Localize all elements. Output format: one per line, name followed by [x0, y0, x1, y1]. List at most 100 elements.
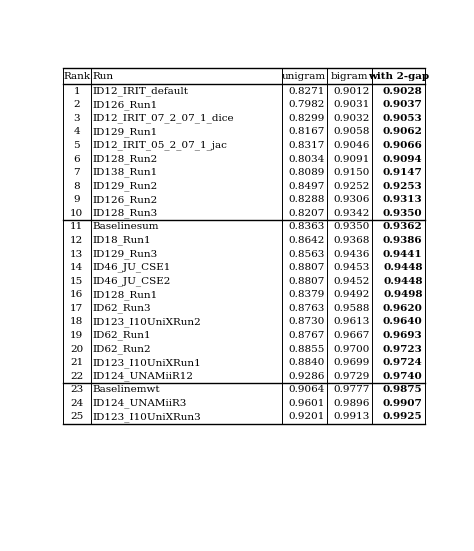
Text: 0.9436: 0.9436 — [333, 250, 370, 258]
Text: 23: 23 — [70, 385, 83, 395]
Text: 14: 14 — [70, 263, 83, 272]
Text: 0.8299: 0.8299 — [288, 114, 325, 123]
Text: Run: Run — [93, 72, 114, 81]
Text: 0.9492: 0.9492 — [333, 290, 370, 299]
Text: Baselinemwt: Baselinemwt — [93, 385, 160, 395]
Text: ID46_JU_CSE2: ID46_JU_CSE2 — [93, 277, 171, 286]
Text: 0.9875: 0.9875 — [383, 385, 422, 395]
Text: ID129_Run2: ID129_Run2 — [93, 181, 158, 191]
Text: 0.9498: 0.9498 — [383, 290, 422, 299]
Text: 0.9699: 0.9699 — [333, 358, 370, 367]
Text: 0.9693: 0.9693 — [383, 331, 422, 340]
Text: 17: 17 — [70, 304, 83, 313]
Text: 16: 16 — [70, 290, 83, 299]
Text: 0.8855: 0.8855 — [288, 344, 325, 354]
Text: 21: 21 — [70, 358, 83, 367]
Text: 0.8317: 0.8317 — [288, 141, 325, 150]
Text: 0.8363: 0.8363 — [288, 223, 325, 231]
Text: 0.9342: 0.9342 — [333, 209, 370, 218]
Text: 0.9150: 0.9150 — [333, 168, 370, 177]
Text: ID18_Run1: ID18_Run1 — [93, 236, 151, 245]
Text: 22: 22 — [70, 372, 83, 381]
Text: 0.9448: 0.9448 — [383, 277, 422, 286]
Text: 0.9012: 0.9012 — [333, 87, 370, 96]
Text: 8: 8 — [73, 182, 80, 191]
Text: 0.9306: 0.9306 — [333, 195, 370, 204]
Text: ID62_Run2: ID62_Run2 — [93, 344, 151, 354]
Text: 0.9201: 0.9201 — [288, 413, 325, 422]
Text: 0.8642: 0.8642 — [288, 236, 325, 245]
Text: 0.8288: 0.8288 — [288, 195, 325, 204]
Text: 0.9064: 0.9064 — [288, 385, 325, 395]
Text: 0.9613: 0.9613 — [333, 317, 370, 326]
Text: 0.8034: 0.8034 — [288, 154, 325, 164]
Text: 24: 24 — [70, 399, 83, 408]
Text: 0.8840: 0.8840 — [288, 358, 325, 367]
Text: 0.9037: 0.9037 — [383, 100, 422, 109]
Text: 0.9453: 0.9453 — [333, 263, 370, 272]
Text: 0.9252: 0.9252 — [333, 182, 370, 191]
Text: 0.8497: 0.8497 — [288, 182, 325, 191]
Text: 15: 15 — [70, 277, 83, 286]
Text: 0.9700: 0.9700 — [333, 344, 370, 354]
Text: 0.9667: 0.9667 — [333, 331, 370, 340]
Text: ID128_Run2: ID128_Run2 — [93, 154, 158, 164]
Text: 0.9777: 0.9777 — [333, 385, 370, 395]
Text: 0.9350: 0.9350 — [383, 209, 422, 218]
Text: 0.9062: 0.9062 — [383, 127, 422, 137]
Text: 0.9094: 0.9094 — [383, 154, 422, 164]
Text: ID123_I10UniXRun2: ID123_I10UniXRun2 — [93, 317, 201, 327]
Text: ID124_UNAMiiR3: ID124_UNAMiiR3 — [93, 398, 187, 408]
Text: 0.9620: 0.9620 — [383, 304, 422, 313]
Text: 0.9253: 0.9253 — [383, 182, 422, 191]
Text: 0.8763: 0.8763 — [288, 304, 325, 313]
Text: 0.9046: 0.9046 — [333, 141, 370, 150]
Text: 0.9091: 0.9091 — [333, 154, 370, 164]
Text: 0.8207: 0.8207 — [288, 209, 325, 218]
Text: 5: 5 — [73, 141, 80, 150]
Text: 0.8271: 0.8271 — [288, 87, 325, 96]
Text: 0.9313: 0.9313 — [383, 195, 422, 204]
Text: 10: 10 — [70, 209, 83, 218]
Text: 0.9441: 0.9441 — [383, 250, 422, 258]
Text: ID46_JU_CSE1: ID46_JU_CSE1 — [93, 263, 171, 273]
Text: 0.9350: 0.9350 — [333, 223, 370, 231]
Text: 11: 11 — [70, 223, 83, 231]
Text: 0.9729: 0.9729 — [333, 372, 370, 381]
Text: 0.9896: 0.9896 — [333, 399, 370, 408]
Text: ID129_Run1: ID129_Run1 — [93, 127, 158, 137]
Text: 0.8807: 0.8807 — [288, 277, 325, 286]
Text: 0.8379: 0.8379 — [288, 290, 325, 299]
Text: 0.9032: 0.9032 — [333, 114, 370, 123]
Text: ID12_IRIT_05_2_07_1_jac: ID12_IRIT_05_2_07_1_jac — [93, 141, 228, 150]
Text: ID129_Run3: ID129_Run3 — [93, 249, 158, 259]
Text: 0.9053: 0.9053 — [383, 114, 422, 123]
Text: ID138_Run1: ID138_Run1 — [93, 168, 158, 177]
Text: 0.7982: 0.7982 — [288, 100, 325, 109]
Text: ID128_Run3: ID128_Run3 — [93, 208, 158, 218]
Text: ID62_Run3: ID62_Run3 — [93, 304, 151, 313]
Text: 20: 20 — [70, 344, 83, 354]
Text: 9: 9 — [73, 195, 80, 204]
Text: 0.9028: 0.9028 — [383, 87, 422, 96]
Text: 0.8167: 0.8167 — [288, 127, 325, 137]
Text: Baselinesum: Baselinesum — [93, 223, 159, 231]
Text: ID126_Run2: ID126_Run2 — [93, 195, 158, 204]
Text: 0.9368: 0.9368 — [333, 236, 370, 245]
Text: 0.8730: 0.8730 — [288, 317, 325, 326]
Text: 0.9031: 0.9031 — [333, 100, 370, 109]
Text: ID126_Run1: ID126_Run1 — [93, 100, 158, 110]
Text: 18: 18 — [70, 317, 83, 326]
Text: 13: 13 — [70, 250, 83, 258]
Text: 0.9640: 0.9640 — [383, 317, 422, 326]
Text: 0.9601: 0.9601 — [288, 399, 325, 408]
Text: ID123_I10UniXRun3: ID123_I10UniXRun3 — [93, 412, 201, 422]
Text: 0.9723: 0.9723 — [383, 344, 422, 354]
Text: 0.8807: 0.8807 — [288, 263, 325, 272]
Text: 0.9058: 0.9058 — [333, 127, 370, 137]
Text: ID12_IRIT_default: ID12_IRIT_default — [93, 87, 189, 96]
Text: ID12_IRIT_07_2_07_1_dice: ID12_IRIT_07_2_07_1_dice — [93, 114, 235, 123]
Text: 0.9452: 0.9452 — [333, 277, 370, 286]
Text: 0.9386: 0.9386 — [383, 236, 422, 245]
Text: 0.9147: 0.9147 — [383, 168, 422, 177]
